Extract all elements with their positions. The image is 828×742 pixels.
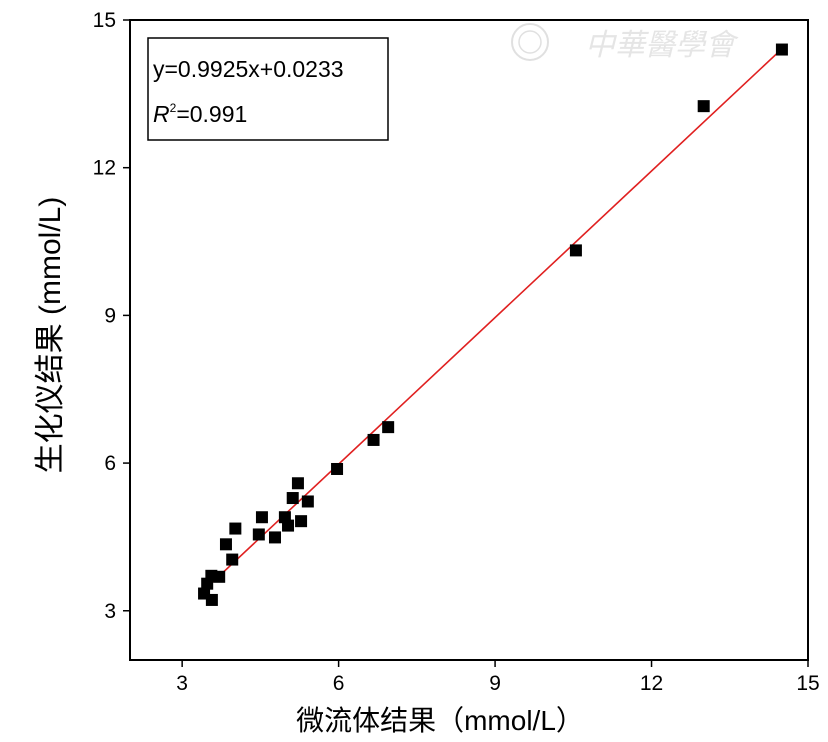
data-point [331, 462, 344, 475]
watermark-logo: 中華醫學會 [511, 23, 739, 62]
x-tick-label: 15 [796, 672, 819, 695]
y-tick-label: 3 [104, 600, 116, 623]
regression-equation: y=0.9925x+0.0233 [153, 56, 344, 82]
x-tick-label: 9 [489, 672, 501, 695]
data-point [697, 100, 710, 113]
data-point [295, 515, 308, 528]
legend-box: y=0.9925x+0.0233 R2=0.991 [147, 37, 389, 141]
y-axis-label: 生化仪结果 (mmol/L) [34, 197, 67, 474]
x-tick-label: 12 [640, 672, 663, 695]
data-point [278, 511, 291, 524]
data-point [291, 477, 304, 490]
data-point [367, 433, 380, 446]
data-point [255, 511, 268, 524]
data-point [226, 553, 239, 566]
y-tick-label: 9 [104, 304, 116, 327]
x-tick-label: 6 [333, 672, 345, 695]
data-point [219, 538, 232, 551]
data-point [301, 495, 314, 508]
data-point [569, 244, 582, 257]
x-tick-label: 3 [176, 672, 188, 695]
y-tick-label: 6 [104, 452, 116, 475]
x-axis-label: 微流体结果（mmol/L） [296, 705, 584, 736]
data-point [382, 421, 395, 434]
regression-line [203, 48, 783, 591]
data-point [205, 593, 218, 606]
data-point [775, 43, 788, 56]
data-point [252, 528, 265, 541]
y-tick-label: 12 [93, 157, 116, 180]
svg-text:中華醫學會: 中華醫學會 [585, 29, 739, 62]
data-point [213, 570, 226, 583]
r-squared: R2=0.991 [153, 101, 247, 127]
data-point [268, 531, 281, 544]
data-point [286, 492, 299, 505]
y-tick-label: 15 [93, 9, 116, 32]
plot-frame [129, 19, 809, 661]
data-point [229, 522, 242, 535]
